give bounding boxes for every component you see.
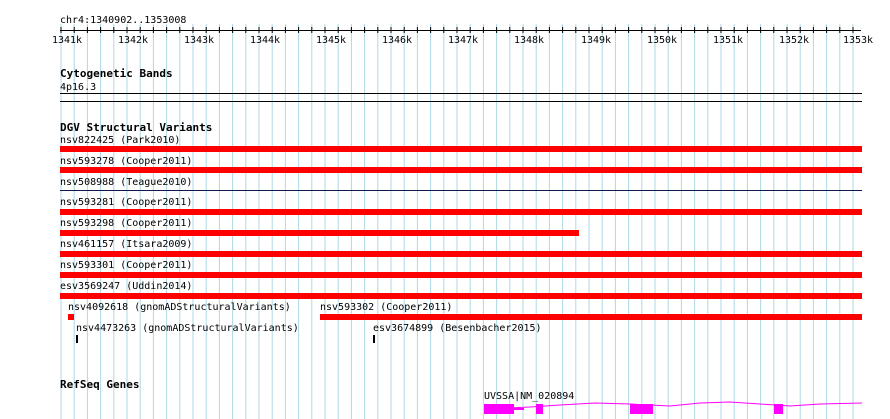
gene-exon <box>484 404 514 414</box>
ruler-tick-label: 1353k <box>842 35 874 46</box>
variant-label[interactable]: esv3569247 (Uddin2014) <box>60 281 193 292</box>
variant-feature[interactable] <box>76 335 78 343</box>
variant-label[interactable]: nsv822425 (Park2010) <box>60 135 181 146</box>
gene-label[interactable]: UVSSA|NM_020894 <box>484 391 575 402</box>
variant-feature[interactable] <box>68 314 74 320</box>
ruler-tick-label: 1347k <box>447 35 479 46</box>
variant-feature[interactable] <box>60 251 862 257</box>
ruler-tick-label: 1352k <box>778 35 810 46</box>
ruler-tick-label: 1349k <box>580 35 612 46</box>
ruler-tick-label: 1342k <box>117 35 149 46</box>
variant-feature[interactable] <box>60 190 862 191</box>
cytoband-line[interactable] <box>60 101 862 102</box>
variant-feature[interactable] <box>60 209 862 215</box>
variant-label[interactable]: nsv593298 (Cooper2011) <box>60 218 193 229</box>
variant-label[interactable]: nsv593302 (Cooper2011) <box>320 302 453 313</box>
ruler-tick-label: 1348k <box>513 35 545 46</box>
variant-label[interactable]: nsv508988 (Teague2010) <box>60 177 193 188</box>
cytoband-line[interactable] <box>60 93 862 94</box>
ruler-tick-label: 1345k <box>315 35 347 46</box>
gene-exon <box>536 404 543 414</box>
ruler-tick-label: 1341k <box>51 35 83 46</box>
gene-exon <box>514 408 524 410</box>
ruler-axis <box>60 30 861 31</box>
dgv-track-title: DGV Structural Variants <box>60 121 213 134</box>
variant-label[interactable]: esv3674899 (Besenbacher2015) <box>373 323 542 334</box>
ruler-tick-label: 1344k <box>249 35 281 46</box>
variant-feature[interactable] <box>373 335 375 343</box>
cytoband-track-title: Cytogenetic Bands <box>60 67 173 80</box>
cytoband-label: 4p16.3 <box>60 82 97 93</box>
ruler-tick-label: 1343k <box>183 35 215 46</box>
location-label: chr4:1340902..1353008 <box>60 15 187 26</box>
variant-feature[interactable] <box>320 314 862 320</box>
variant-label[interactable]: nsv593301 (Cooper2011) <box>60 260 193 271</box>
variant-feature[interactable] <box>60 272 862 278</box>
variant-label[interactable]: nsv593281 (Cooper2011) <box>60 197 193 208</box>
variant-label[interactable]: nsv593278 (Cooper2011) <box>60 156 193 167</box>
gene-exon <box>774 404 783 414</box>
gene-exon <box>630 404 653 414</box>
gene-intron-line <box>483 401 863 410</box>
variant-feature[interactable] <box>60 146 862 152</box>
variant-label[interactable]: nsv4473263 (gnomADStructuralVariants) <box>76 323 299 334</box>
ruler-tick-label: 1346k <box>381 35 413 46</box>
variant-feature[interactable] <box>60 230 579 236</box>
variant-label[interactable]: nsv4092618 (gnomADStructuralVariants) <box>68 302 291 313</box>
variant-feature[interactable] <box>60 293 862 299</box>
ruler-tick-label: 1350k <box>646 35 678 46</box>
refseq-track-title: RefSeq Genes <box>60 378 140 391</box>
variant-feature[interactable] <box>60 167 862 173</box>
ruler-tick-label: 1351k <box>712 35 744 46</box>
variant-label[interactable]: nsv461157 (Itsara2009) <box>60 239 193 250</box>
